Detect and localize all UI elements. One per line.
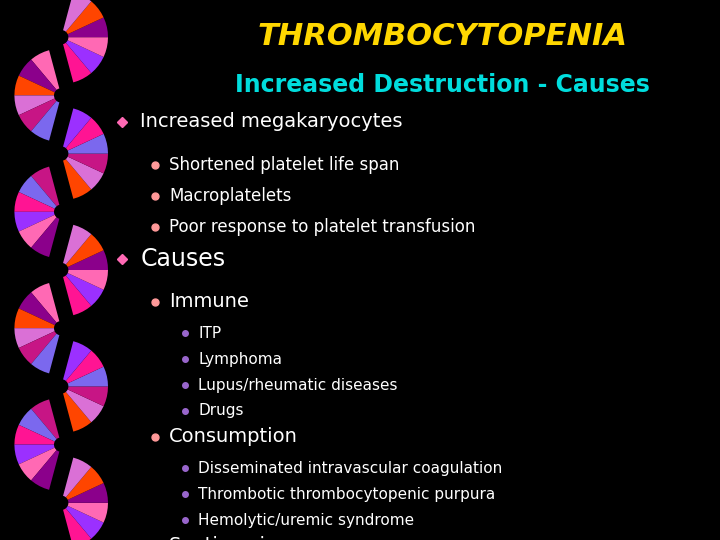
Polygon shape: [19, 98, 57, 131]
Text: Hemolytic/uremic syndrome: Hemolytic/uremic syndrome: [198, 512, 414, 528]
Text: Shortened platelet life span: Shortened platelet life span: [169, 156, 400, 174]
Text: Increased Destruction - Causes: Increased Destruction - Causes: [235, 73, 650, 97]
Polygon shape: [14, 328, 55, 348]
Polygon shape: [68, 37, 108, 57]
Text: Drugs: Drugs: [198, 403, 243, 418]
Polygon shape: [66, 118, 104, 151]
Polygon shape: [31, 167, 59, 206]
Polygon shape: [66, 506, 104, 539]
Polygon shape: [63, 275, 91, 315]
Text: Lupus/rheumatic diseases: Lupus/rheumatic diseases: [198, 377, 397, 393]
Polygon shape: [19, 215, 57, 248]
Text: Increased megakaryocytes: Increased megakaryocytes: [140, 112, 403, 131]
Polygon shape: [31, 217, 59, 257]
Polygon shape: [31, 101, 59, 140]
Polygon shape: [63, 457, 91, 497]
Text: Immune: Immune: [169, 292, 249, 312]
Polygon shape: [19, 292, 57, 325]
Polygon shape: [66, 389, 104, 422]
Polygon shape: [68, 483, 108, 503]
Polygon shape: [63, 109, 91, 148]
Polygon shape: [63, 0, 91, 32]
Polygon shape: [66, 273, 104, 306]
Text: Thrombotic thrombocytopenic purpura: Thrombotic thrombocytopenic purpura: [198, 487, 495, 502]
Polygon shape: [19, 331, 57, 364]
Text: Causes: Causes: [140, 247, 225, 271]
Polygon shape: [68, 503, 108, 523]
Text: Poor response to platelet transfusion: Poor response to platelet transfusion: [169, 218, 476, 237]
Polygon shape: [68, 134, 108, 153]
Polygon shape: [68, 17, 108, 37]
Polygon shape: [19, 176, 57, 209]
Text: Lymphoma: Lymphoma: [198, 352, 282, 367]
Polygon shape: [31, 450, 59, 490]
Text: ITP: ITP: [198, 326, 221, 341]
Polygon shape: [66, 467, 104, 500]
Text: Consumption: Consumption: [169, 427, 298, 447]
Polygon shape: [63, 159, 91, 199]
Polygon shape: [68, 153, 108, 173]
Text: Disseminated intravascular coagulation: Disseminated intravascular coagulation: [198, 461, 503, 476]
Polygon shape: [14, 192, 55, 212]
Polygon shape: [31, 50, 59, 90]
Polygon shape: [14, 308, 55, 328]
Text: THROMBOCYTOPENIA: THROMBOCYTOPENIA: [258, 22, 628, 51]
Polygon shape: [66, 40, 104, 73]
Polygon shape: [31, 283, 59, 323]
Polygon shape: [14, 212, 55, 232]
Polygon shape: [66, 157, 104, 190]
Polygon shape: [14, 444, 55, 464]
Polygon shape: [19, 448, 57, 481]
Polygon shape: [14, 425, 55, 444]
Text: Septicemia: Septicemia: [169, 536, 278, 540]
Polygon shape: [19, 409, 57, 442]
Polygon shape: [14, 76, 55, 96]
Text: Macroplatelets: Macroplatelets: [169, 187, 292, 205]
Polygon shape: [68, 367, 108, 387]
Polygon shape: [63, 508, 91, 540]
Polygon shape: [68, 250, 108, 270]
Polygon shape: [63, 225, 91, 265]
Polygon shape: [66, 350, 104, 383]
Polygon shape: [68, 387, 108, 406]
Polygon shape: [63, 341, 91, 381]
Polygon shape: [66, 234, 104, 267]
Polygon shape: [63, 392, 91, 431]
Polygon shape: [14, 96, 55, 115]
Polygon shape: [63, 43, 91, 83]
Polygon shape: [19, 59, 57, 92]
Polygon shape: [31, 400, 59, 439]
Polygon shape: [66, 1, 104, 34]
Polygon shape: [68, 270, 108, 290]
Polygon shape: [31, 334, 59, 373]
